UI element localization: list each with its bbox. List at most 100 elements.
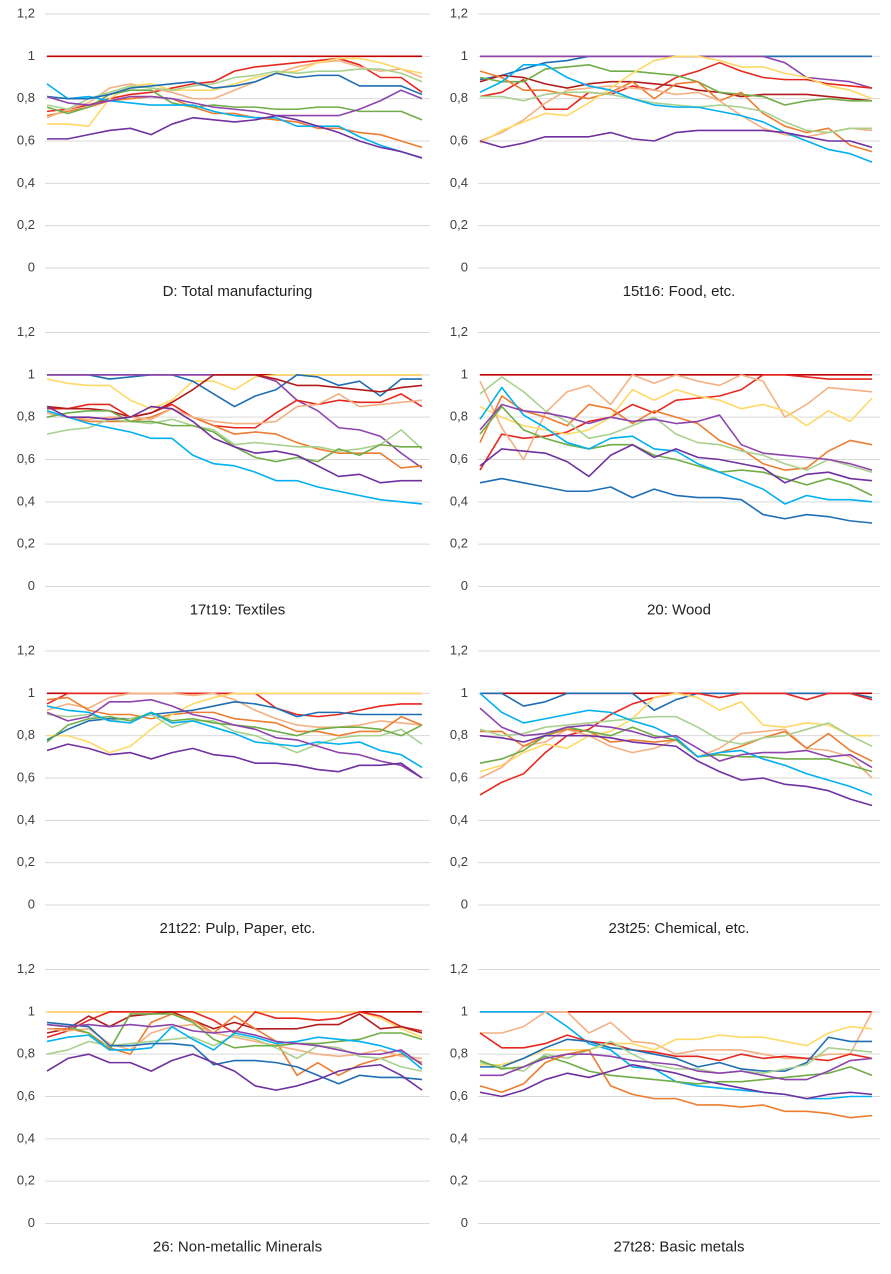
y-tick-label: 1: [28, 1003, 35, 1018]
panel: 0 0,2 0,4 0,6 0,8 1 1,2 D: Total manufacturing: [17, 5, 430, 300]
data-line: [479, 1063, 873, 1100]
y-tick-label: 1: [28, 48, 35, 63]
data-line: [46, 68, 423, 111]
y-tick-label: 1: [461, 366, 468, 381]
data-line: [479, 692, 873, 796]
y-tick-label: 0,6: [17, 132, 35, 147]
y-tick-label: 0,2: [17, 217, 35, 232]
data-line: [479, 388, 873, 435]
y-tick-label: 0,8: [450, 90, 468, 105]
data-line: [46, 1025, 423, 1070]
y-tick-label: 1,2: [450, 961, 468, 976]
panel: 0 0,2 0,4 0,6 0,8 1 1,2 23t25: Chemical, etc.: [450, 642, 880, 937]
data-line: [46, 698, 423, 779]
data-line: [46, 407, 423, 469]
y-tick-label: 1,2: [450, 642, 468, 657]
data-line: [479, 715, 873, 747]
data-line: [46, 59, 423, 119]
y-tick-label: 0,8: [17, 409, 35, 424]
y-tick-label: 1: [28, 366, 35, 381]
data-line: [46, 72, 423, 100]
data-line: [479, 374, 872, 471]
data-line: [46, 1053, 423, 1091]
y-tick-label: 0: [28, 1215, 35, 1230]
y-tick-label: 1,2: [17, 324, 35, 339]
data-line: [46, 410, 423, 505]
data-line: [46, 1023, 423, 1060]
data-line: [46, 696, 423, 737]
data-line: [479, 443, 873, 484]
data-line: [480, 1025, 873, 1066]
data-line: [46, 393, 423, 425]
data-line: [480, 1053, 873, 1081]
data-line: [46, 405, 422, 484]
data-line: [479, 386, 873, 505]
chart-title: 26: Non-metallic Minerals: [153, 1238, 322, 1255]
y-tick-label: 1: [461, 48, 468, 63]
data-line: [46, 700, 422, 741]
y-tick-label: 0,4: [17, 812, 35, 827]
panel: 0 0,2 0,4 0,6 0,8 1 1,2 20: Wood: [450, 324, 880, 618]
data-line: [479, 707, 873, 769]
y-tick-label: 1,2: [17, 5, 35, 20]
y-tick-label: 0,6: [17, 769, 35, 784]
chart-title: 23t25: Chemical, etc.: [609, 920, 750, 937]
panel: 0 0,2 0,4 0,6 0,8 1 1,2 26: Non-metallic Minera…: [17, 961, 430, 1255]
y-tick-label: 0,6: [450, 451, 468, 466]
panel: 0 0,2 0,4 0,6 0,8 1 1,2 27t28: Basic metals: [450, 961, 880, 1255]
y-tick-label: 0: [28, 578, 35, 593]
y-tick-label: 0,8: [450, 1046, 468, 1061]
data-line: [479, 376, 873, 473]
y-tick-label: 1,2: [450, 324, 468, 339]
y-tick-label: 0,4: [450, 812, 468, 827]
data-line: [479, 692, 872, 773]
panel: 0 0,2 0,4 0,6 0,8 1 1,2 21t22: Pulp, Paper, etc…: [17, 642, 430, 937]
data-line: [479, 477, 873, 524]
data-line: [480, 1036, 872, 1072]
data-line: [46, 711, 423, 743]
data-line: [479, 55, 873, 144]
chart-title: 27t28: Basic metals: [614, 1238, 745, 1255]
y-tick-label: 0,6: [450, 132, 468, 147]
data-line: [479, 1032, 873, 1062]
y-tick-label: 0,4: [17, 1130, 35, 1145]
y-tick-label: 0: [28, 896, 35, 911]
data-line: [47, 114, 423, 159]
y-tick-label: 1,2: [17, 961, 35, 976]
data-line: [479, 403, 873, 471]
data-line: [479, 64, 872, 106]
y-tick-label: 0,2: [17, 536, 35, 551]
y-tick-label: 0,8: [17, 727, 35, 742]
y-tick-label: 1,2: [450, 5, 468, 20]
y-tick-label: 1: [461, 1003, 468, 1018]
y-tick-label: 0,2: [450, 536, 468, 551]
y-tick-label: 0,2: [450, 1173, 468, 1188]
y-tick-label: 0,8: [450, 409, 468, 424]
y-tick-label: 0,8: [450, 727, 468, 742]
data-line: [479, 70, 873, 153]
data-line: [47, 1013, 423, 1077]
y-tick-label: 0,6: [450, 769, 468, 784]
data-line: [479, 1040, 873, 1075]
y-tick-label: 0,2: [450, 854, 468, 869]
data-line: [46, 374, 422, 410]
y-tick-label: 0,2: [450, 217, 468, 232]
data-line: [479, 728, 873, 779]
data-line: [46, 1021, 423, 1085]
y-tick-label: 1: [28, 685, 35, 700]
y-tick-label: 0,6: [17, 451, 35, 466]
data-line: [479, 61, 873, 111]
data-line: [46, 743, 423, 779]
y-tick-label: 0,6: [450, 1088, 468, 1103]
data-line: [480, 91, 872, 134]
y-tick-label: 0: [461, 578, 468, 593]
panel: 0 0,2 0,4 0,6 0,8 1 1,2 15t16: Food, etc.: [450, 5, 880, 300]
y-tick-label: 0,2: [17, 1173, 35, 1188]
y-tick-label: 0,2: [17, 854, 35, 869]
y-tick-label: 0: [28, 259, 35, 274]
chart-title: 17t19: Textiles: [190, 601, 286, 618]
y-tick-label: 0,4: [450, 493, 468, 508]
y-tick-label: 0: [461, 1215, 468, 1230]
chart-title: 15t16: Food, etc.: [623, 283, 736, 300]
